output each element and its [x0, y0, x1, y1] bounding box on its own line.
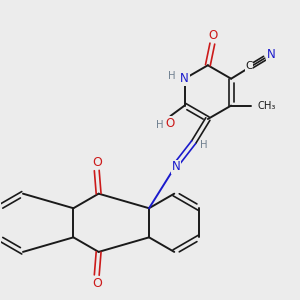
Text: O: O [165, 117, 174, 130]
Text: H: H [168, 71, 175, 82]
Text: CH₃: CH₃ [257, 100, 276, 111]
Text: O: O [208, 29, 218, 42]
Text: O: O [92, 156, 102, 169]
Text: C: C [245, 61, 253, 71]
Text: H: H [200, 140, 208, 150]
Text: O: O [92, 277, 102, 290]
Text: H: H [156, 120, 164, 130]
Text: N: N [180, 72, 189, 85]
Text: N: N [172, 160, 181, 173]
Text: N: N [267, 48, 276, 61]
